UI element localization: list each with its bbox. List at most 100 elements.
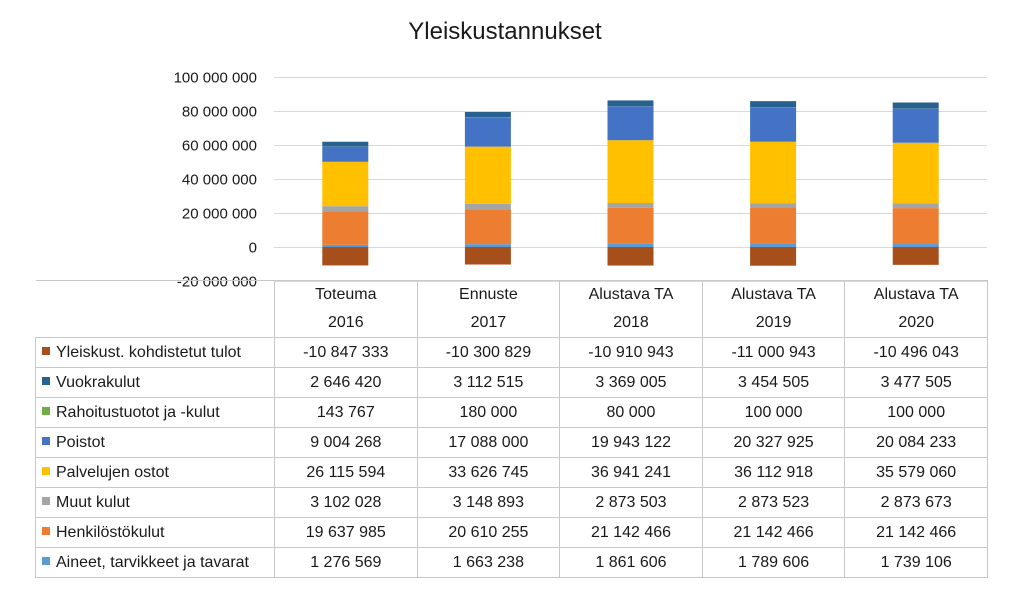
data-cell: 20 327 925 — [701, 427, 846, 458]
bar-segment — [464, 247, 511, 265]
series-name: Palvelujen ostot — [56, 463, 169, 481]
data-cell: 20 610 255 — [416, 517, 561, 548]
legend-entry: Muut kulut — [35, 487, 275, 518]
bar-segment — [464, 117, 511, 147]
bar-segment — [464, 111, 511, 118]
bar-segment — [607, 207, 654, 244]
table-row: Yleiskust. kohdistetut tulot -10 847 333-… — [35, 337, 988, 368]
data-cell: -10 300 829 — [416, 337, 561, 368]
legend-swatch — [42, 497, 50, 506]
data-cell: 3 112 515 — [416, 367, 561, 398]
table-row: Vuokrakulut 2 646 420 3 112 515 3 369 005 3 … — [35, 367, 988, 398]
data-cell: 35 579 060 — [844, 457, 988, 488]
data-cell: 19 943 122 — [559, 427, 703, 458]
bar-segment — [750, 141, 797, 204]
table-corner — [35, 309, 275, 338]
data-cell: 180 000 — [416, 397, 561, 428]
table-row: Poistot 9 004 268 17 088 000 19 943 122 20 3… — [35, 427, 988, 458]
legend-swatch — [42, 407, 50, 416]
data-cell: 1 739 106 — [844, 547, 988, 578]
bar-segment — [322, 247, 369, 266]
bar-segment — [892, 108, 939, 143]
category-label: 2019 — [701, 309, 846, 338]
table-corner — [35, 280, 275, 309]
category-label: Alustava TA — [559, 280, 703, 309]
bar-segment — [750, 243, 797, 247]
bar-segment — [607, 247, 654, 266]
data-cell: -10 847 333 — [274, 337, 418, 368]
bar-segment — [892, 102, 939, 109]
bars — [322, 100, 939, 266]
bar-segment — [322, 141, 369, 147]
bar-segment — [464, 244, 511, 247]
bar-segment — [892, 208, 939, 245]
bar-segment — [750, 101, 797, 108]
bar-segment — [322, 244, 369, 247]
bar-segment — [322, 206, 369, 212]
data-cell: 80 000 — [559, 397, 703, 428]
category-label: 2016 — [274, 309, 418, 338]
legend-swatch — [42, 557, 50, 566]
data-cell: 36 941 241 — [559, 457, 703, 488]
bar-segment — [892, 203, 939, 209]
bar-segment — [322, 146, 369, 162]
category-label: Alustava TA — [701, 280, 846, 309]
table-header-row: Toteuma Ennuste Alustava TA Alustava TA Alus… — [35, 280, 988, 309]
bar-segment — [322, 161, 369, 207]
legend-entry: Rahoitustuotot ja -kulut — [35, 397, 275, 428]
bar-segment — [464, 209, 511, 245]
bar-segment — [607, 203, 654, 208]
data-cell: 3 454 505 — [701, 367, 846, 398]
legend-entry: Henkilöstökulut — [35, 517, 275, 548]
legend-entry: Aineet, tarvikkeet ja tavarat — [35, 547, 275, 578]
data-cell: 143 767 — [274, 397, 418, 428]
legend-entry: Vuokrakulut — [35, 367, 275, 398]
bar-segment — [892, 244, 939, 247]
data-cell: 3 477 505 — [844, 367, 988, 398]
bar-segment — [892, 142, 939, 204]
bar-segment — [750, 107, 797, 142]
data-cell: 3 102 028 — [274, 487, 418, 518]
data-cell: -11 000 943 — [701, 337, 846, 368]
data-cell: 2 873 523 — [701, 487, 846, 518]
data-cell: -10 496 043 — [844, 337, 988, 368]
data-cell: 1 276 569 — [274, 547, 418, 578]
category-label: Ennuste — [416, 280, 561, 309]
data-cell: 2 646 420 — [274, 367, 418, 398]
category-label: 2020 — [844, 309, 988, 338]
bar-segment — [322, 211, 369, 245]
y-tick-label: 60 000 000 — [182, 138, 257, 155]
data-cell: 3 369 005 — [559, 367, 703, 398]
table-row: Muut kulut 3 102 028 3 148 893 2 873 503 2 8… — [35, 487, 988, 518]
legend-swatch — [42, 527, 50, 536]
series-name: Vuokrakulut — [56, 373, 140, 391]
data-cell: 1 789 606 — [701, 547, 846, 578]
bar-segment — [464, 203, 511, 210]
data-table: Toteuma Ennuste Alustava TA Alustava TA Alus… — [35, 280, 988, 578]
series-name: Poistot — [56, 433, 105, 451]
category-label: Toteuma — [274, 280, 418, 309]
legend-swatch — [42, 437, 50, 446]
y-tick-label: 0 — [249, 240, 257, 257]
data-cell: 21 142 466 — [559, 517, 703, 548]
y-axis-ticks: 100 000 000 80 000 000 60 000 000 40 000 00… — [174, 70, 257, 291]
bar-segment — [892, 247, 939, 265]
bar-segment — [750, 208, 797, 244]
table-row: Palvelujen ostot 26 115 594 33 626 745 36 9… — [35, 457, 988, 488]
data-cell: 21 142 466 — [844, 517, 988, 548]
series-name: Muut kulut — [56, 493, 130, 511]
data-cell: 100 000 — [701, 397, 846, 428]
bar-segment — [750, 247, 797, 266]
table-row: Rahoitustuotot ja -kulut 143 767 180 000 80… — [35, 397, 988, 428]
data-cell: -10 910 943 — [559, 337, 703, 368]
legend-entry: Yleiskust. kohdistetut tulot — [35, 337, 275, 368]
bar-segment — [750, 203, 797, 209]
table-row: Aineet, tarvikkeet ja tavarat 1 276 569 1 … — [35, 547, 988, 578]
data-cell: 33 626 745 — [416, 457, 561, 488]
data-cell: 1 861 606 — [559, 547, 703, 578]
series-name: Yleiskust. kohdistetut tulot — [56, 343, 241, 361]
data-cell: 100 000 — [844, 397, 988, 428]
chart-title: Yleiskustannukset — [408, 18, 602, 45]
category-label: 2017 — [416, 309, 561, 338]
